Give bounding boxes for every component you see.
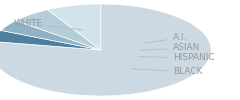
Wedge shape [16,10,101,50]
Text: WHITE: WHITE [14,20,82,30]
Wedge shape [1,21,101,50]
Wedge shape [0,4,211,96]
Text: A.I.: A.I. [143,34,187,43]
Wedge shape [48,4,101,50]
Text: BLACK: BLACK [131,68,202,76]
Text: HISPANIC: HISPANIC [138,54,214,62]
Wedge shape [0,30,101,50]
Text: ASIAN: ASIAN [141,44,200,52]
